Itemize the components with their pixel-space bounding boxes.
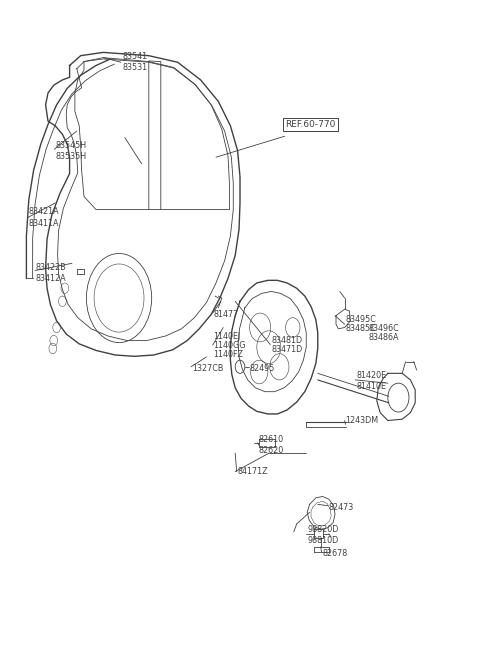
Text: 1140FZ: 1140FZ bbox=[214, 350, 243, 359]
Text: REF.60-770: REF.60-770 bbox=[286, 120, 336, 129]
Text: 83422B
83412A: 83422B 83412A bbox=[36, 263, 67, 283]
Text: 83421A
83411A: 83421A 83411A bbox=[29, 208, 60, 227]
Text: 81477: 81477 bbox=[214, 310, 239, 319]
Text: 1327CB: 1327CB bbox=[192, 364, 223, 373]
Text: 83496C: 83496C bbox=[369, 324, 399, 333]
Text: 1140GG: 1140GG bbox=[214, 341, 246, 350]
Text: 98820D
98810D: 98820D 98810D bbox=[307, 525, 338, 545]
Text: 83481D: 83481D bbox=[271, 336, 302, 345]
Text: 82473: 82473 bbox=[329, 503, 354, 512]
Text: 83541
83531: 83541 83531 bbox=[122, 52, 147, 72]
Text: 82495: 82495 bbox=[250, 364, 275, 373]
Text: 83485C: 83485C bbox=[346, 324, 376, 333]
Text: 81420E
81410E: 81420E 81410E bbox=[356, 371, 386, 391]
Text: 82610
82620: 82610 82620 bbox=[258, 436, 284, 455]
Text: 83495C: 83495C bbox=[346, 315, 376, 324]
Text: 1243DM: 1243DM bbox=[346, 416, 379, 425]
Text: 82678: 82678 bbox=[323, 549, 348, 558]
Text: 83545H
83535H: 83545H 83535H bbox=[55, 141, 86, 160]
Text: 84171Z: 84171Z bbox=[238, 467, 268, 476]
Text: 83471D: 83471D bbox=[271, 345, 302, 354]
Text: 83486A: 83486A bbox=[369, 333, 399, 343]
Text: 1140EJ: 1140EJ bbox=[214, 331, 241, 341]
